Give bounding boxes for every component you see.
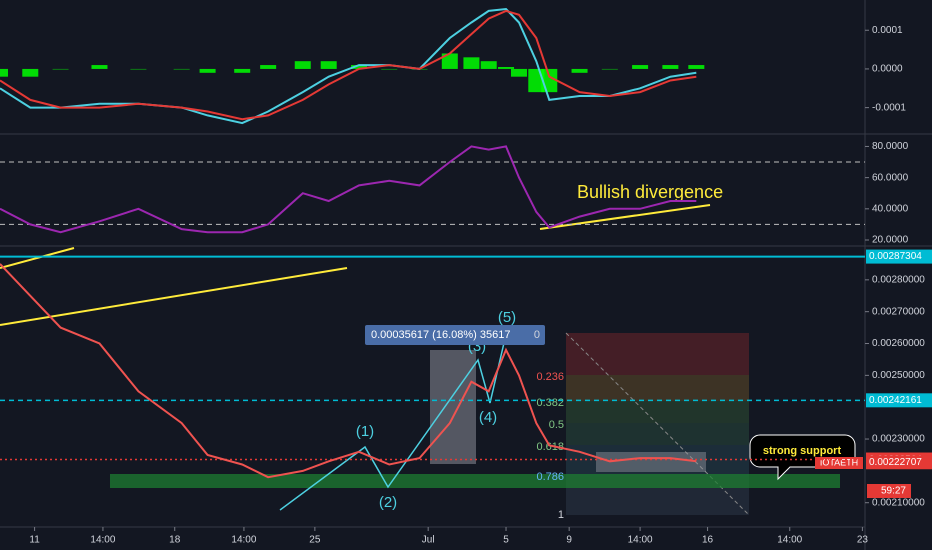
symbol-label: IOTAETH (820, 457, 858, 467)
histogram-bar (688, 65, 705, 69)
histogram-bar (381, 68, 398, 70)
histogram-bar (0, 68, 8, 77)
fib-zone (566, 423, 749, 445)
callout-text: strong support (763, 445, 842, 457)
histogram-bar (199, 68, 216, 73)
countdown: 59:27 (881, 486, 906, 497)
histogram-bar (441, 53, 458, 69)
fib-zone (566, 445, 749, 477)
histogram-bar (662, 65, 679, 69)
histogram-bar (571, 68, 588, 73)
price-tag-label: 0.00287304 (869, 251, 922, 262)
wave-label: (2) (379, 494, 397, 511)
histogram-bar (463, 57, 480, 69)
y-tick-label: 0.0001 (872, 25, 903, 36)
fib-label: 0.236 (536, 371, 564, 383)
x-tick-label: 14:00 (777, 535, 802, 546)
fib-zone (566, 333, 749, 375)
y-tick-label: 0.00210000 (872, 497, 925, 508)
fib-label: 0.382 (536, 397, 564, 409)
y-tick-label: 0.00260000 (872, 338, 925, 349)
histogram-bar (350, 65, 367, 69)
x-tick-label: 18 (169, 535, 181, 546)
wave-label: (1) (356, 423, 374, 440)
y-tick-label: 0.00270000 (872, 306, 925, 317)
histogram-bar (632, 65, 649, 69)
histogram-bar (91, 65, 108, 69)
y-tick-label: 0.00280000 (872, 274, 925, 285)
fib-label: 0 (534, 329, 540, 341)
wave-label: (4) (479, 409, 497, 426)
price-tag (866, 249, 932, 264)
price-tag (866, 393, 932, 408)
range-box (430, 350, 476, 464)
x-tick-label: Jul (422, 535, 435, 546)
histogram-bar (480, 61, 497, 69)
series-line (0, 263, 697, 479)
countdown-box (867, 484, 911, 498)
last-price-tag (866, 455, 932, 470)
histogram-bar (511, 68, 527, 77)
fib-label: 0.786 (536, 471, 564, 483)
series-line (0, 145, 697, 234)
fib-trend (565, 332, 750, 516)
wave-count (279, 329, 508, 511)
histogram-bar (52, 68, 69, 70)
x-tick-label: 14:00 (90, 535, 115, 546)
y-tick-label: 40.0000 (872, 203, 909, 214)
wave-label: (5) (498, 309, 516, 326)
x-tick-label: 23 (857, 535, 869, 546)
annotation: Bullish divergence (577, 182, 723, 202)
histogram-bar (320, 61, 337, 69)
x-tick-label: 11 (29, 535, 40, 546)
y-tick-label: 80.0000 (872, 141, 909, 152)
fib-zone (566, 401, 749, 423)
histogram-bar (294, 61, 311, 69)
measure-label: 0.00035617 (16.08%) 35617 (371, 329, 510, 341)
price-tag-label: 0.00242161 (869, 395, 922, 406)
fib-zone (566, 375, 749, 401)
x-tick-label: 14:00 (628, 535, 653, 546)
x-tick-label: 14:00 (231, 535, 256, 546)
last-price-label: 0.00222707 (869, 457, 922, 468)
fib-label: 0.5 (549, 419, 564, 431)
trendline (0, 267, 348, 326)
y-tick-label: 0.00230000 (872, 434, 925, 445)
trendline (539, 204, 711, 230)
trendline (0, 247, 75, 269)
x-tick-label: 16 (702, 535, 714, 546)
callout (749, 434, 856, 481)
y-tick-label: 60.0000 (872, 172, 909, 183)
histogram-bar (260, 65, 277, 69)
y-tick-label: -0.0001 (872, 102, 906, 113)
histogram-bar (22, 68, 39, 77)
histogram-bar (234, 68, 251, 73)
histogram-bar (130, 68, 147, 70)
y-tick-label: 0.00250000 (872, 370, 925, 381)
fib-label: 0.618 (536, 441, 564, 453)
range-box (596, 452, 706, 472)
x-tick-label: 25 (309, 535, 321, 546)
support-zone (110, 474, 840, 488)
histogram-bar (498, 67, 515, 69)
measure-box (365, 325, 545, 345)
series-line (0, 9, 697, 121)
histogram-bar (173, 68, 190, 70)
y-tick-label: 20.0000 (872, 235, 909, 246)
histogram-bar (601, 68, 618, 70)
y-tick-label: 0.0000 (872, 64, 903, 75)
fib-label: 1 (558, 509, 564, 521)
x-tick-label: 5 (503, 535, 509, 546)
x-tick-label: 9 (566, 535, 572, 546)
